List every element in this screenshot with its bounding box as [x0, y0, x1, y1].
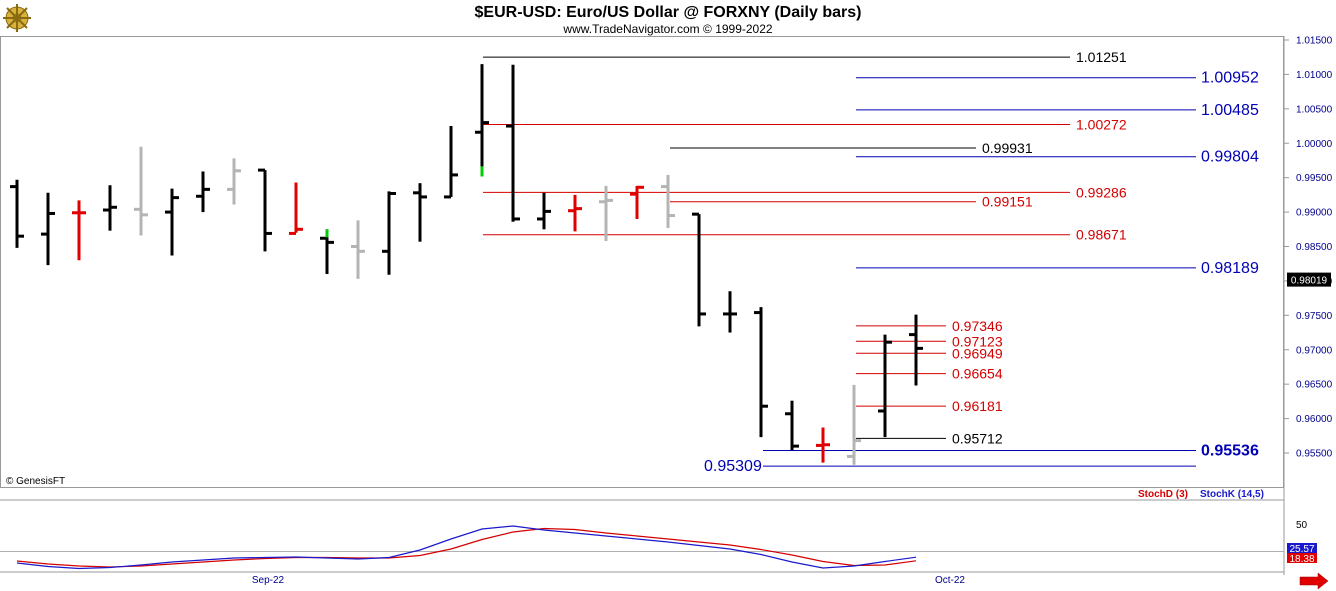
ohlc-bar: [196, 171, 210, 213]
y-tick-label: 0.99000: [1296, 208, 1333, 219]
ohlc-bar: [289, 182, 303, 235]
stoch-k-legend: StochK (14,5): [1200, 489, 1264, 500]
ohlc-bar: [351, 220, 365, 279]
y-tick-label: 0.98500: [1296, 242, 1333, 253]
ohlc-bar: [41, 192, 55, 266]
stoch-d-legend: StochD (3): [1138, 489, 1188, 500]
level-label: 0.96949: [952, 345, 1003, 361]
ohlc-bar: [10, 179, 24, 248]
level-label: 0.96654: [952, 366, 1003, 382]
level-label: 1.00272: [1076, 117, 1127, 133]
level-label: 0.97346: [952, 318, 1003, 334]
ohlc-bar: [258, 168, 272, 252]
y-tick-label: 1.01000: [1296, 70, 1333, 81]
ohlc-bar: [413, 183, 427, 242]
level-label: 0.95712: [952, 430, 1003, 446]
scroll-right-arrow-icon[interactable]: [1299, 572, 1329, 590]
level-label: 0.99804: [1201, 149, 1259, 166]
ohlc-bar: [320, 229, 334, 275]
ohlc-bar: [878, 334, 892, 438]
y-tick-label: 0.95500: [1296, 449, 1333, 460]
level-label: 0.99286: [1076, 184, 1127, 200]
y-tick-label: 1.01500: [1296, 36, 1333, 47]
level-label: 0.95309: [704, 458, 762, 475]
ohlc-bar: [382, 191, 396, 275]
ohlc-bar: [661, 174, 675, 228]
level-label: 0.98189: [1201, 260, 1259, 277]
y-tick-label: 1.00000: [1296, 139, 1333, 150]
stoch-k-line: [16, 525, 917, 570]
y-tick-label: 1.00500: [1296, 104, 1333, 115]
ohlc-bar: [506, 64, 520, 222]
y-tick-label: 0.99500: [1296, 173, 1333, 184]
y-tick-label: 0.97000: [1296, 345, 1333, 356]
level-label: 1.00485: [1201, 102, 1259, 119]
ohlc-bar: [816, 427, 830, 463]
x-label-sep: Sep-22: [252, 575, 285, 586]
level-label: 1.00952: [1201, 70, 1259, 87]
stoch-k-value: 25.57: [1289, 544, 1314, 555]
ohlc-bar: [723, 291, 737, 333]
level-label: 0.98671: [1076, 227, 1127, 243]
chart-title: $EUR-USD: Euro/US Dollar @ FORXNY (Daily…: [475, 4, 862, 21]
level-label: 0.97123: [952, 333, 1003, 349]
ohlc-bar: [568, 194, 582, 232]
ohlc-bar: [909, 314, 923, 386]
current-price-marker: 0.98019: [1287, 272, 1331, 287]
ohlc-bar: [165, 188, 179, 256]
ohlc-bar: [227, 158, 241, 205]
ship-wheel-logo-icon: [3, 4, 31, 32]
ohlc-bar: [785, 400, 799, 451]
stoch-k-value-box: [1287, 543, 1317, 553]
ohlc-bar: [475, 64, 489, 177]
ohlc-bar: [134, 146, 148, 236]
ohlc-bar: [692, 212, 706, 327]
y-tick-label: 0.97500: [1296, 311, 1333, 322]
stoch-d-value-box: [1287, 553, 1317, 563]
ohlc-bar: [72, 200, 86, 261]
x-label-oct: Oct-22: [935, 575, 965, 586]
stoch-tick-50: 50: [1296, 520, 1308, 531]
level-label: 0.95536: [1201, 443, 1259, 460]
level-label: 0.99151: [982, 194, 1033, 210]
stoch-d-value: 18.38: [1289, 554, 1314, 565]
y-tick-label: 0.96500: [1296, 380, 1333, 391]
ohlc-bar: [444, 126, 458, 199]
ohlc-bar: [847, 384, 861, 465]
level-label: 0.99931: [982, 140, 1033, 156]
y-tick-label: 0.96000: [1296, 414, 1333, 425]
chart-subtitle: www.TradeNavigator.com © 1999-2022: [562, 22, 772, 36]
stoch-d-line: [16, 527, 917, 568]
ohlc-bar: [754, 307, 768, 438]
bars-layer: [10, 64, 923, 465]
levels-layer: 1.01251 1.00952 1.00485 1.00272 0.99931 0.998…: [483, 49, 1259, 475]
watermark: © GenesisFT: [6, 476, 65, 487]
ohlc-bar: [103, 185, 117, 231]
ohlc-bar: [630, 185, 644, 219]
ohlc-bar: [537, 192, 551, 230]
header-bar: [0, 0, 1336, 36]
ohlc-bar: [599, 185, 613, 241]
stochastic-panel: [16, 525, 917, 570]
level-label: 1.01251: [1076, 49, 1127, 65]
level-label: 0.96181: [952, 398, 1003, 414]
current-price-label: 0.98019: [1291, 276, 1328, 287]
